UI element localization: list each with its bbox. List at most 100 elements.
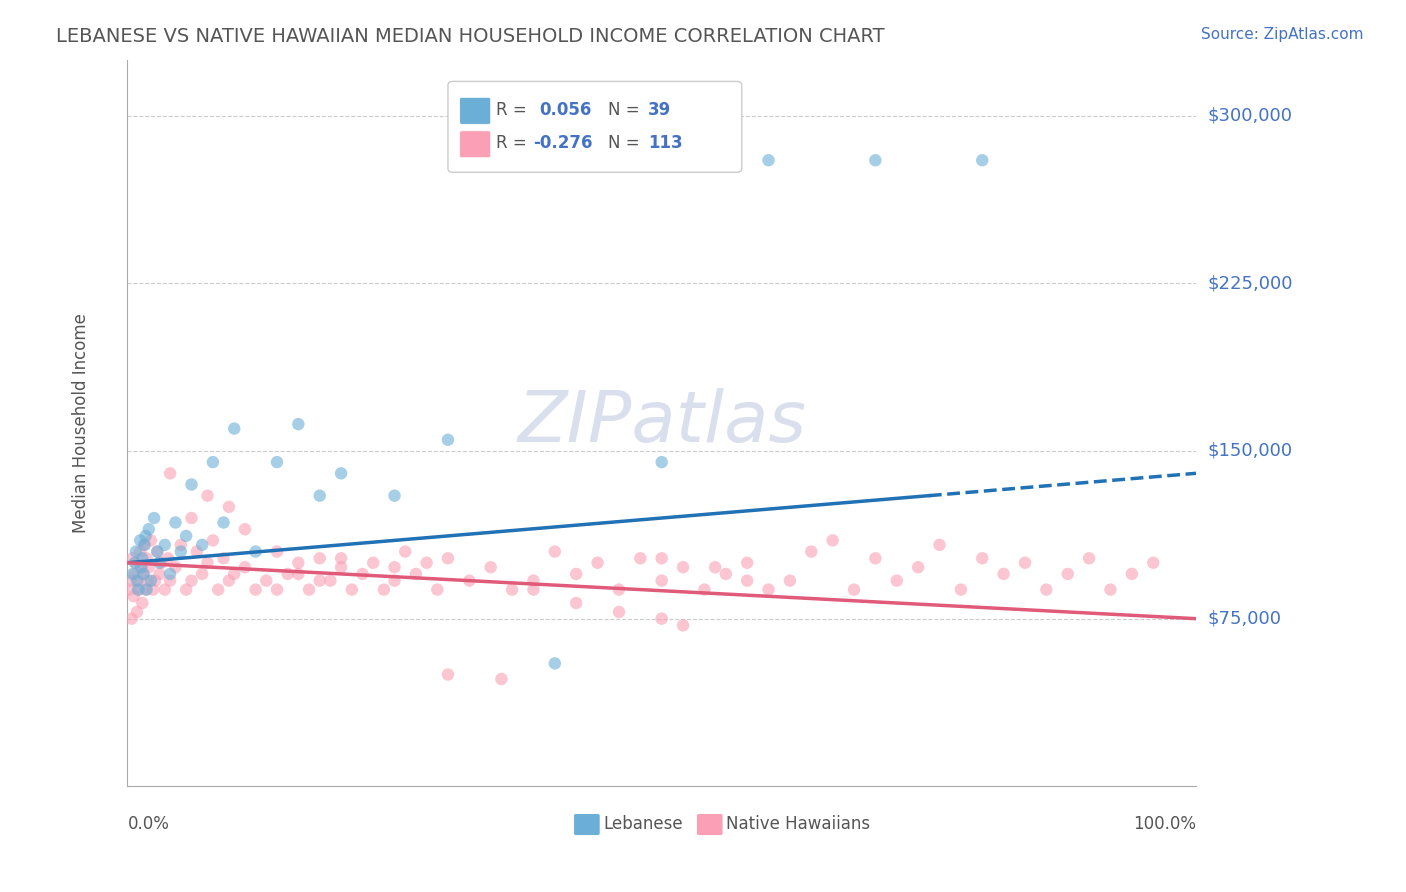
Point [138,560,160,574]
Point [865,153,887,168]
Point [170,538,193,552]
Point [150,556,173,570]
Point [437,551,460,566]
Point [651,455,673,469]
Point [120,574,142,588]
Point [143,511,166,525]
Point [800,544,823,558]
Point [672,560,695,574]
Point [143,574,166,588]
Point [361,556,384,570]
Point [384,489,406,503]
Point [159,467,181,481]
Point [180,477,202,491]
Point [330,467,353,481]
Point [121,612,143,626]
Point [180,511,202,525]
Point [129,533,152,548]
Point [287,417,309,431]
Point [146,544,169,558]
Point [607,605,630,619]
Point [758,153,780,168]
Point [245,582,267,597]
Point [254,574,277,588]
Point [121,566,143,581]
Text: $150,000: $150,000 [1208,442,1292,460]
Point [156,551,179,566]
FancyBboxPatch shape [574,814,600,835]
Point [201,455,224,469]
Point [207,582,229,597]
Point [118,582,141,597]
Point [319,574,342,588]
Text: Median Household Income: Median Household Income [72,313,90,533]
Point [153,582,176,597]
Point [437,667,460,681]
Text: LEBANESE VS NATIVE HAWAIIAN MEDIAN HOUSEHOLD INCOME CORRELATION CHART: LEBANESE VS NATIVE HAWAIIAN MEDIAN HOUSE… [56,27,884,45]
Point [1078,551,1101,566]
Point [607,582,630,597]
Point [146,544,169,558]
Point [159,566,181,581]
Point [191,566,214,581]
Point [340,582,363,597]
Text: $300,000: $300,000 [1208,106,1292,125]
Point [651,551,673,566]
Point [628,551,651,566]
Point [174,582,197,597]
Point [1121,566,1143,581]
Point [131,551,153,566]
Point [128,582,150,597]
Point [125,574,148,588]
Point [1056,566,1078,581]
Point [384,574,406,588]
Point [479,560,502,574]
Text: 0.0%: 0.0% [128,815,169,833]
Point [127,574,149,588]
Point [124,556,146,570]
Point [384,560,406,574]
Point [135,551,157,566]
Point [186,544,208,558]
Point [949,582,972,597]
Point [928,538,950,552]
Text: 113: 113 [648,134,682,153]
Point [373,582,395,597]
Point [651,612,673,626]
Point [212,516,235,530]
Point [170,544,193,558]
Point [714,566,737,581]
Point [233,522,256,536]
Point [758,582,780,597]
Point [266,544,288,558]
Point [224,421,246,435]
Point [544,657,567,671]
Point [693,582,716,597]
Text: 39: 39 [648,101,671,119]
Point [122,589,145,603]
Point [132,566,155,581]
Point [148,556,170,570]
Point [1014,556,1036,570]
Point [165,516,187,530]
Point [415,556,437,570]
Text: $75,000: $75,000 [1208,609,1281,628]
Point [330,560,353,574]
FancyBboxPatch shape [449,81,742,172]
Point [886,574,908,588]
Point [125,605,148,619]
Point [330,551,353,566]
Text: N =: N = [609,101,640,119]
FancyBboxPatch shape [460,131,491,158]
Point [136,574,159,588]
Point [821,533,844,548]
Text: R =: R = [496,101,527,119]
Point [125,544,148,558]
Point [129,560,152,574]
Point [135,529,157,543]
Point [233,560,256,574]
Point [735,556,758,570]
Text: 100.0%: 100.0% [1133,815,1197,833]
Text: R =: R = [496,134,527,153]
Point [405,566,427,581]
